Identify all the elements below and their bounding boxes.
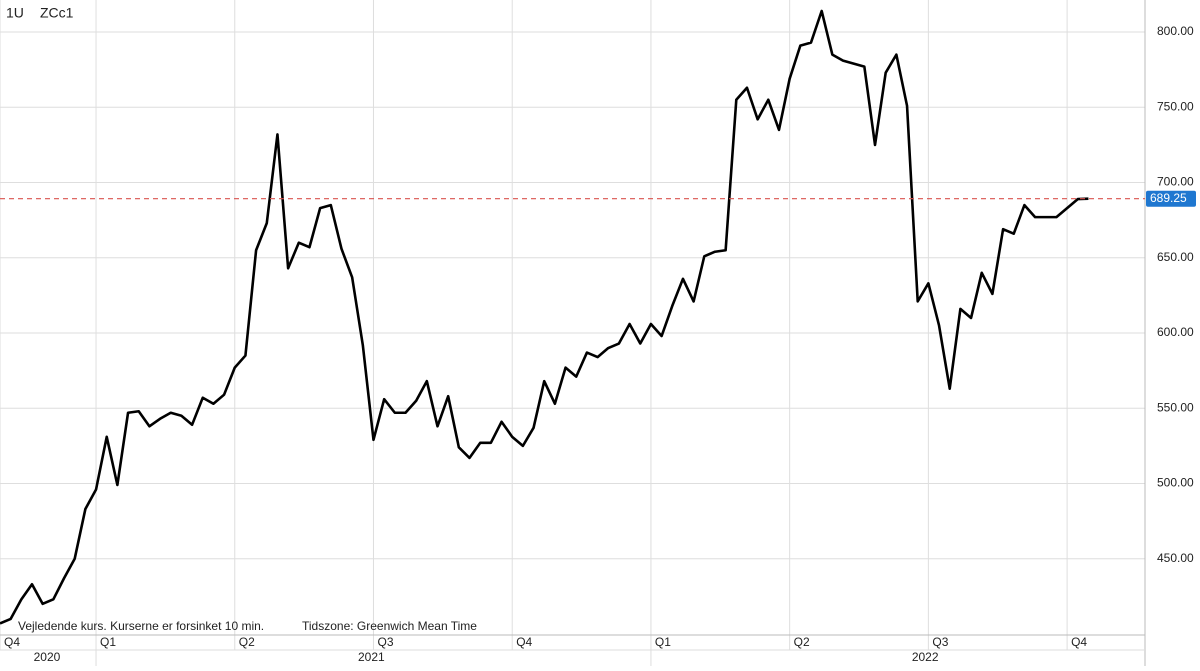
last-price-box [1146,190,1196,207]
y-tick-label: 650.00 [1157,250,1194,264]
x-tick-label: Q3 [377,635,393,649]
year-label: 2021 [358,650,385,664]
timezone: Tidszone: Greenwich Mean Time [302,619,477,633]
symbol: ZCc1 [40,5,74,21]
x-tick-label: Q2 [794,635,810,649]
interval: 1U [6,5,24,21]
y-tick-label: 750.00 [1157,99,1194,113]
price-line [0,9,1089,625]
marks [0,9,1145,625]
x-tick-label: Q2 [239,635,255,649]
year-label: 2022 [912,650,939,664]
last-price-label: 689.25 [1150,191,1187,205]
y-tick-label: 600.00 [1157,325,1194,339]
x-tick-label: Q3 [932,635,948,649]
x-tick-label: Q1 [100,635,116,649]
y-tick-label: 500.00 [1157,476,1194,490]
x-tick-label: Q1 [655,635,671,649]
y-tick-label: 450.00 [1157,551,1194,565]
year-label: 2020 [34,650,61,664]
x-tick-label: Q4 [4,635,20,649]
note: Vejledende kurs. Kurserne er forsinket 1… [18,619,264,633]
y-tick-label: 700.00 [1157,175,1194,189]
grid [0,0,1145,650]
y-tick-label: 800.00 [1157,24,1194,38]
x-tick-label: Q4 [1071,635,1087,649]
x-tick-label: Q4 [516,635,532,649]
y-tick-label: 550.00 [1157,400,1194,414]
